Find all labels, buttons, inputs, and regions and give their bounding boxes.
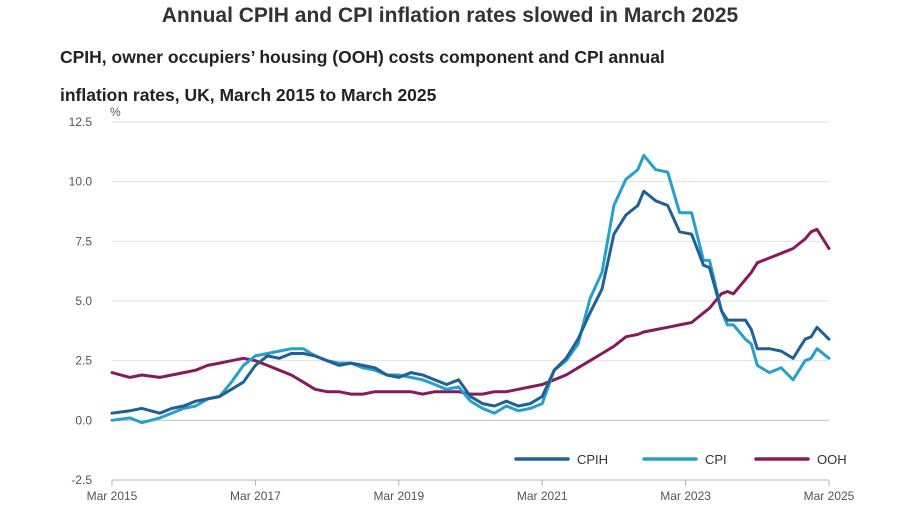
y-tick-label: 5.0 [75,294,92,308]
x-tick-label: Mar 2017 [230,489,281,503]
gridlines [112,121,829,481]
series-line-cpi [110,153,831,425]
axes: 12.5 10.0 7.5 5.0 2.5 0.0 -2.5% Mar 2015 Mar 201… [69,105,855,503]
y-tick-label: 2.5 [75,354,92,368]
chart-subtitle: CPIH, owner occupiers’ housing (OOH) cos… [60,38,860,114]
x-tick-label: Mar 2019 [373,489,424,503]
y-axis-unit-label: % [110,105,121,119]
chart-subtitle-line-1: CPIH, owner occupiers’ housing (OOH) cos… [60,47,665,67]
x-tick-label: Mar 2025 [804,489,855,503]
chart-subtitle-line-2: inflation rates, UK, March 2015 to March… [60,85,437,105]
y-tick-label: 7.5 [75,234,92,248]
legend-label-ooh: OOH [817,452,847,467]
x-tick-label: Mar 2023 [660,489,711,503]
x-tick-label: Mar 2015 [87,489,138,503]
series-line-cpih [110,189,831,415]
chart-headline: Annual CPIH and CPI inflation rates slow… [161,4,739,27]
legend-label-cpih: CPIH [577,452,608,467]
y-tick-label: 10.0 [69,175,93,189]
y-tick-label: 12.5 [69,115,93,129]
series-lines [110,153,831,425]
legend: CPIH CPI OOH [514,452,847,467]
y-tick-label: 0.0 [75,413,92,427]
legend-label-cpi: CPI [705,452,727,467]
x-tick-label: Mar 2021 [517,489,568,503]
y-tick-label: -2.5 [71,473,92,487]
